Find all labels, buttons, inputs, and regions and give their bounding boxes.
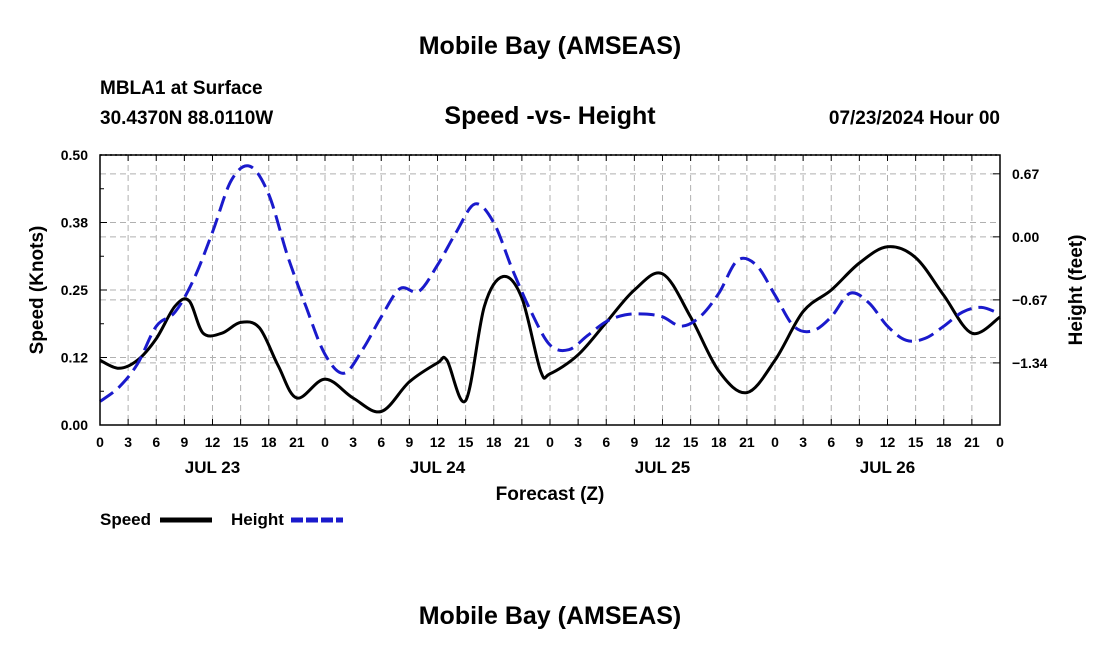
main-title: Mobile Bay (AMSEAS) (419, 32, 682, 60)
y2-tick-label: 0.67 (1012, 166, 1039, 182)
x-tick-label: 18 (711, 434, 727, 450)
x-tick-label: 0 (546, 434, 554, 450)
x-tick-label: 3 (799, 434, 807, 450)
x-tick-label: 15 (458, 434, 474, 450)
x-tick-label: 6 (827, 434, 835, 450)
y2-axis-label: Height (feet) (1066, 235, 1087, 346)
x-tick-label: 9 (180, 434, 188, 450)
x-tick-label: 6 (377, 434, 385, 450)
x-tick-label: 21 (289, 434, 305, 450)
x-tick-label: 9 (630, 434, 638, 450)
x-tick-label: 3 (574, 434, 582, 450)
x-tick-label: 12 (205, 434, 221, 450)
x-tick-label: 3 (349, 434, 357, 450)
x-tick-label: 15 (908, 434, 924, 450)
day-label: JUL 26 (860, 458, 915, 477)
x-tick-label: 12 (655, 434, 671, 450)
series-line-speed (99, 245, 1001, 414)
x-tick-label: 0 (996, 434, 1004, 450)
legend: Speed Height (100, 510, 343, 529)
location-label: 30.4370N 88.0110W (100, 108, 273, 129)
station-label: MBLA1 at Surface (100, 78, 263, 99)
x-tick-label: 15 (683, 434, 699, 450)
y-tick-label: 0.50 (61, 147, 88, 163)
day-label: JUL 23 (185, 458, 240, 477)
day-label: JUL 25 (635, 458, 690, 477)
x-tick-label: 9 (855, 434, 863, 450)
footer-title: Mobile Bay (AMSEAS) (419, 602, 682, 630)
day-labels: JUL 23 JUL 24 JUL 25 JUL 26 (185, 458, 915, 477)
y-axis-label: Speed (Knots) (27, 226, 48, 355)
y2-tick-label: 0.00 (1012, 229, 1039, 245)
x-tick-label: 0 (771, 434, 779, 450)
x-tick-label: 3 (124, 434, 132, 450)
chart-subtitle: Speed -vs- Height (444, 102, 656, 130)
x-tick-label: 12 (430, 434, 446, 450)
x-tick-label: 0 (321, 434, 329, 450)
y-axis-ticks: 0.00 0.12 0.25 0.38 0.50 (61, 147, 107, 433)
x-tick-label: 6 (152, 434, 160, 450)
x-tick-label: 0 (96, 434, 104, 450)
x-axis-ticks: 0 3 6 9 12 15 18 21 0 3 6 9 12 15 18 21 0 3 6 9 12 15 18 21 0 3 6 9… (96, 155, 1004, 450)
x-tick-label: 21 (739, 434, 755, 450)
x-tick-label: 15 (233, 434, 249, 450)
datetime-label: 07/23/2024 Hour 00 (829, 108, 1000, 129)
x-tick-label: 18 (936, 434, 952, 450)
x-tick-label: 21 (514, 434, 530, 450)
x-tick-label: 18 (486, 434, 502, 450)
x-tick-label: 12 (880, 434, 896, 450)
y-tick-label: 0.25 (61, 282, 88, 298)
y2-axis-ticks: 0.67 0.00 −0.67 −1.34 (993, 166, 1048, 371)
day-label: JUL 24 (410, 458, 466, 477)
y2-tick-label: −1.34 (1012, 355, 1048, 371)
x-tick-label: 6 (602, 434, 610, 450)
x-tick-label: 18 (261, 434, 277, 450)
y-tick-label: 0.00 (61, 417, 88, 433)
y-tick-label: 0.12 (61, 350, 88, 366)
x-axis-label: Forecast (Z) (496, 484, 605, 505)
x-tick-label: 21 (964, 434, 980, 450)
series-layer (99, 164, 1001, 414)
series-line-height (99, 164, 1001, 403)
legend-speed-label: Speed (100, 510, 151, 529)
legend-height-label: Height (231, 510, 284, 529)
y2-tick-label: −0.67 (1012, 292, 1048, 308)
x-tick-label: 9 (405, 434, 413, 450)
grid (100, 155, 1000, 425)
y-tick-label: 0.38 (61, 215, 88, 231)
